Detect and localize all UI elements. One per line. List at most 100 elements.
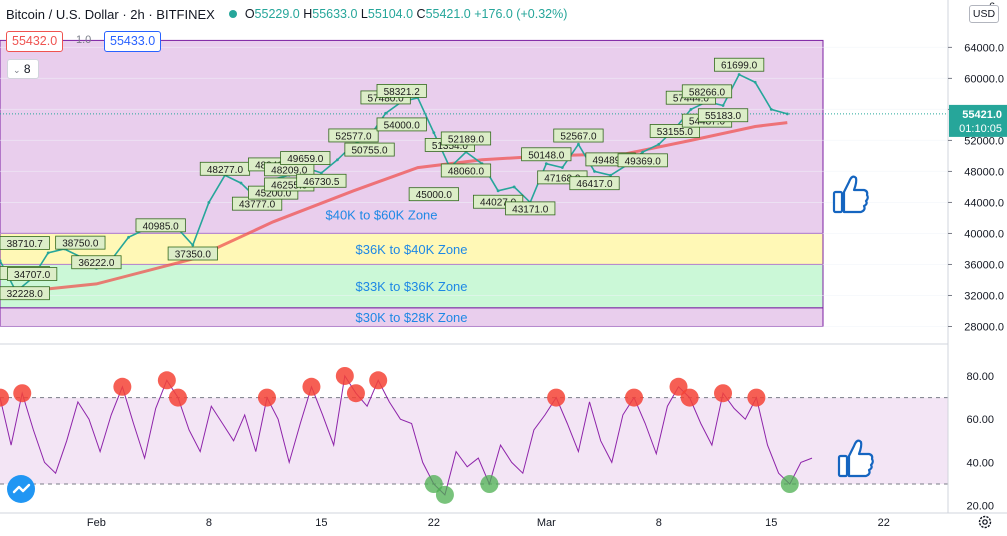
overbought-marker: [680, 388, 699, 407]
price-label-box: [714, 57, 765, 72]
price-tick-label: 44000.0: [964, 197, 1004, 209]
price-label-box: [617, 153, 668, 168]
price-label-box: [0, 236, 50, 250]
overbought-marker: [13, 384, 32, 403]
price-label: 52189.0: [448, 134, 485, 145]
chart-header: Bitcoin / U.S. Dollar · 2h · BITFINEX O5…: [0, 0, 567, 28]
price-tick-label: 32000.0: [964, 290, 1004, 302]
thumbs-up-icon: [832, 175, 869, 214]
price-point: [560, 166, 564, 169]
price-label: 37350.0: [175, 250, 212, 261]
price-label: 38750.0: [62, 239, 99, 250]
price-label: 47168.0: [544, 173, 581, 184]
logo-stroke: [12, 483, 31, 494]
price-label-box: [553, 128, 604, 143]
overbought-marker: [669, 377, 688, 396]
symbol-title[interactable]: Bitcoin / U.S. Dollar · 2h · BITFINEX: [6, 6, 215, 22]
price-label: 58321.2: [384, 87, 421, 98]
price-label: 55183.0: [705, 111, 742, 122]
time-tick-label: 15: [765, 517, 777, 529]
price-label: 49489.0: [592, 155, 629, 166]
interval-label: 2h: [130, 6, 145, 22]
price-label-box: [569, 176, 620, 191]
price-tick-label: 36000.0: [964, 259, 1004, 271]
market-status-icon: [228, 10, 237, 18]
gear-outer: [978, 515, 992, 529]
price-tick-label: 52000.0: [964, 135, 1004, 147]
overbought-marker: [346, 384, 365, 403]
price-label-box: [697, 108, 749, 123]
price-point: [496, 189, 500, 193]
thumb-cuff: [837, 454, 849, 478]
ohlc-change: +176.0 (+0.32%): [474, 7, 568, 21]
price-point: [191, 243, 195, 247]
price-label-box: [681, 84, 733, 99]
price-label-box: [135, 218, 186, 233]
price-point: [432, 131, 436, 135]
price-tick-label: 28000.0: [964, 321, 1004, 333]
price-label: 32228.0: [7, 289, 44, 300]
price-label: 46730.5: [303, 177, 340, 188]
price-point: [593, 170, 596, 173]
price-label: 50148.0: [528, 150, 565, 161]
price-point: [336, 158, 339, 162]
price-label-box: [167, 246, 218, 261]
time-tick-label: 8: [206, 517, 212, 529]
price-label: 61699.0: [721, 61, 758, 72]
currency-button[interactable]: USD: [969, 5, 999, 23]
rsi-tick-label: 40.00: [966, 457, 994, 469]
oversold-marker: [480, 475, 499, 494]
price-label: 57480.0: [368, 93, 405, 104]
price-point: [46, 251, 50, 255]
price-label-box: [440, 163, 492, 178]
price-label: 36222.0: [78, 258, 115, 269]
symbol-name: Bitcoin / U.S. Dollar: [6, 6, 119, 22]
price-label: 52577.0: [335, 131, 372, 142]
price-label-box: [649, 124, 700, 138]
overbought-marker: [257, 388, 276, 407]
ohlc-close: 55421.0: [425, 7, 471, 21]
sell-button[interactable]: 55432.0: [6, 31, 64, 52]
price-label-box: [328, 128, 379, 143]
price-point: [319, 171, 323, 175]
thumbs-up-icon: [837, 439, 874, 478]
oversold-marker: [435, 485, 454, 504]
price-label: 38710.7: [7, 239, 44, 250]
price-label-box: [376, 84, 427, 98]
price-label-box: [296, 173, 347, 188]
current-price-label: 55421.0: [962, 109, 1002, 121]
zone-rect: [0, 263, 824, 309]
price-label: 49659.0: [287, 154, 324, 165]
gear-inner: [982, 519, 988, 525]
price-label-box: [440, 131, 492, 146]
overbought-marker: [0, 388, 9, 407]
rsi-tick-label: 60.00: [966, 414, 994, 426]
price-label: 45000.0: [416, 190, 453, 201]
price-point: [609, 173, 612, 177]
ohlc-high: 55633.0: [312, 7, 358, 21]
tradingview-logo-icon: [7, 475, 35, 503]
price-point: [544, 162, 548, 166]
price-point: [577, 142, 580, 146]
price-label-box: [505, 201, 556, 216]
overbought-marker: [168, 388, 187, 407]
price-label: 58266.0: [689, 87, 726, 98]
zone-label: $36K to $40K Zone: [355, 242, 467, 257]
thumb-cuff: [832, 190, 844, 214]
time-tick-label: 22: [428, 517, 440, 529]
price-point: [0, 259, 2, 262]
price-point: [657, 142, 661, 146]
indicator-toggle-button[interactable]: ⌄ 8: [7, 59, 39, 79]
price-label: 40985.0: [143, 221, 180, 232]
price-line: [0, 73, 788, 293]
buy-button[interactable]: 55433.0: [104, 31, 162, 52]
price-label-box: [344, 142, 395, 157]
overbought-marker: [625, 388, 644, 407]
overbought-marker: [302, 377, 321, 396]
zone-label: $30K to $28K Zone: [355, 310, 467, 325]
price-label: 49369.0: [625, 156, 662, 167]
current-price-badge: [949, 104, 1007, 137]
price-point: [512, 185, 516, 189]
countdown-label: 01:10:05: [959, 123, 1002, 135]
price-point: [737, 73, 741, 76]
